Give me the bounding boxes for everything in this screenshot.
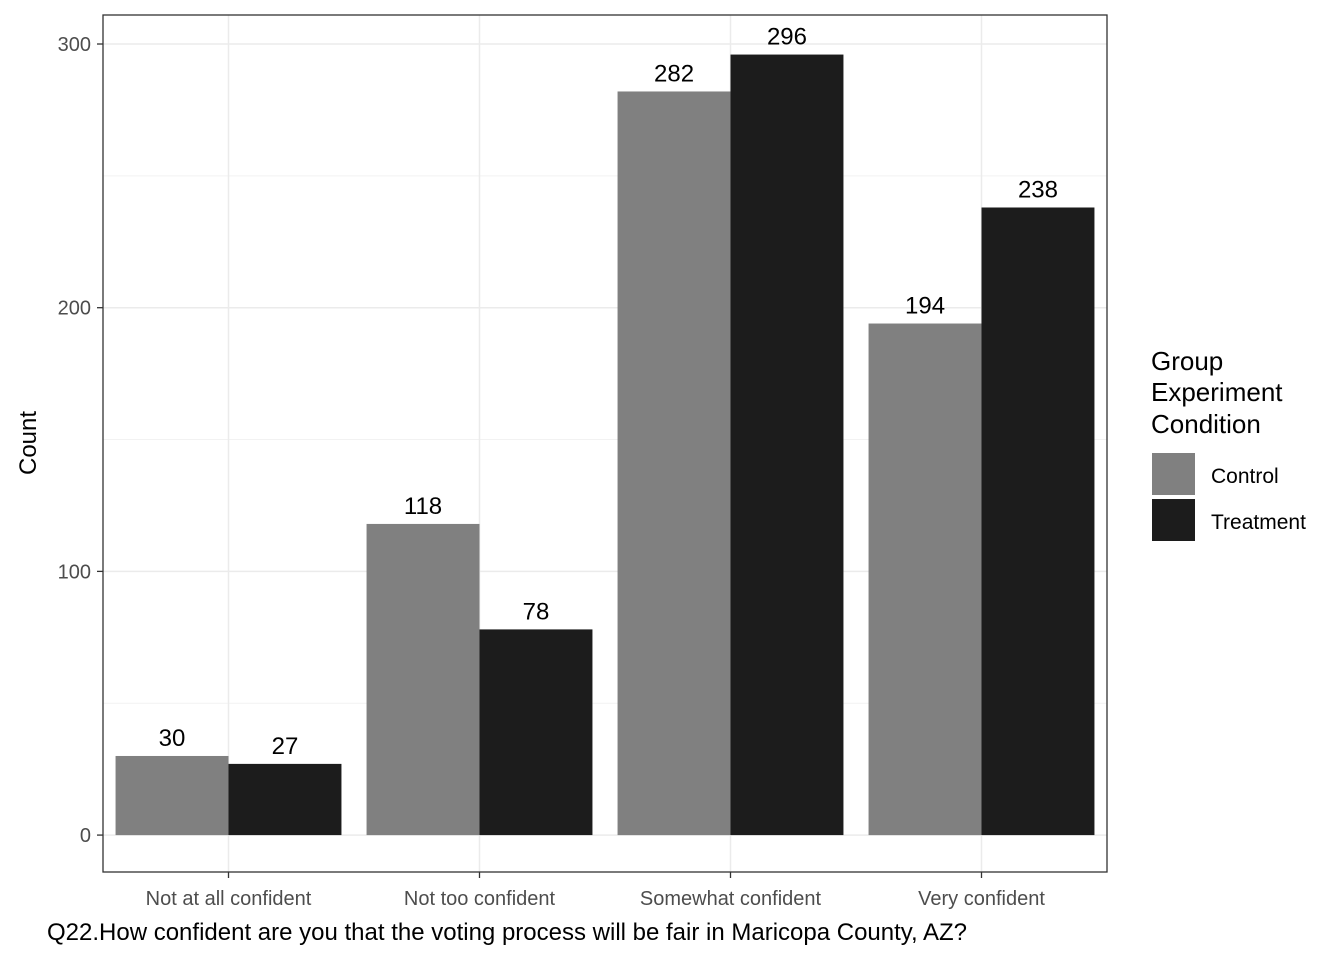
legend-label-treatment: Treatment (1211, 511, 1306, 534)
bar-control (868, 323, 982, 836)
y-tick-label: 300 (58, 34, 91, 56)
x-tick-label: Somewhat confident (640, 888, 822, 910)
y-axis-ticks: 0 100 200 300 (58, 34, 103, 847)
legend-title-line-3: Condition (1151, 409, 1261, 439)
bar-treatment (479, 629, 593, 836)
bar-control (115, 755, 229, 836)
plot-panel-border (102, 14, 1108, 873)
legend-title-line-2: Experiment (1151, 377, 1283, 407)
x-axis-title: Q22.How confident are you that the votin… (47, 919, 967, 946)
bar-value-labels: 30 118 282 194 27 78 296 238 (159, 24, 1058, 760)
bar-value-label: 78 (523, 598, 550, 625)
bar-value-label: 282 (654, 60, 694, 87)
y-tick-label: 200 (58, 298, 91, 320)
x-tick-label: Very confident (918, 888, 1045, 910)
legend-title: Group Experiment Condition (1151, 346, 1290, 439)
bar-value-label: 238 (1018, 176, 1058, 203)
bars (115, 54, 1095, 836)
bar-treatment (981, 207, 1095, 836)
legend-key-treatment (1152, 499, 1195, 541)
bar-value-label: 27 (272, 733, 299, 760)
legend-label-control: Control (1211, 465, 1279, 488)
bar-treatment (730, 54, 844, 836)
bar-value-label: 296 (767, 24, 807, 51)
legend: Group Experiment Condition Control Treat… (1151, 346, 1306, 541)
bar-control (366, 523, 480, 836)
y-tick-label: 100 (58, 561, 91, 583)
x-tick-label: Not at all confident (146, 888, 312, 910)
bar-value-label: 118 (404, 493, 442, 520)
legend-key-control (1152, 453, 1195, 495)
bar-value-label: 194 (905, 293, 945, 320)
x-axis-ticks: Not at all confident Not too confident Som… (146, 872, 1045, 910)
bar-treatment (228, 763, 342, 836)
y-tick-label: 0 (80, 825, 91, 847)
y-axis-title: Count (15, 411, 42, 475)
x-tick-label: Not too confident (404, 888, 556, 910)
bar-control (617, 91, 731, 836)
bar-value-label: 30 (159, 725, 186, 752)
legend-title-line-1: Group (1151, 346, 1223, 376)
